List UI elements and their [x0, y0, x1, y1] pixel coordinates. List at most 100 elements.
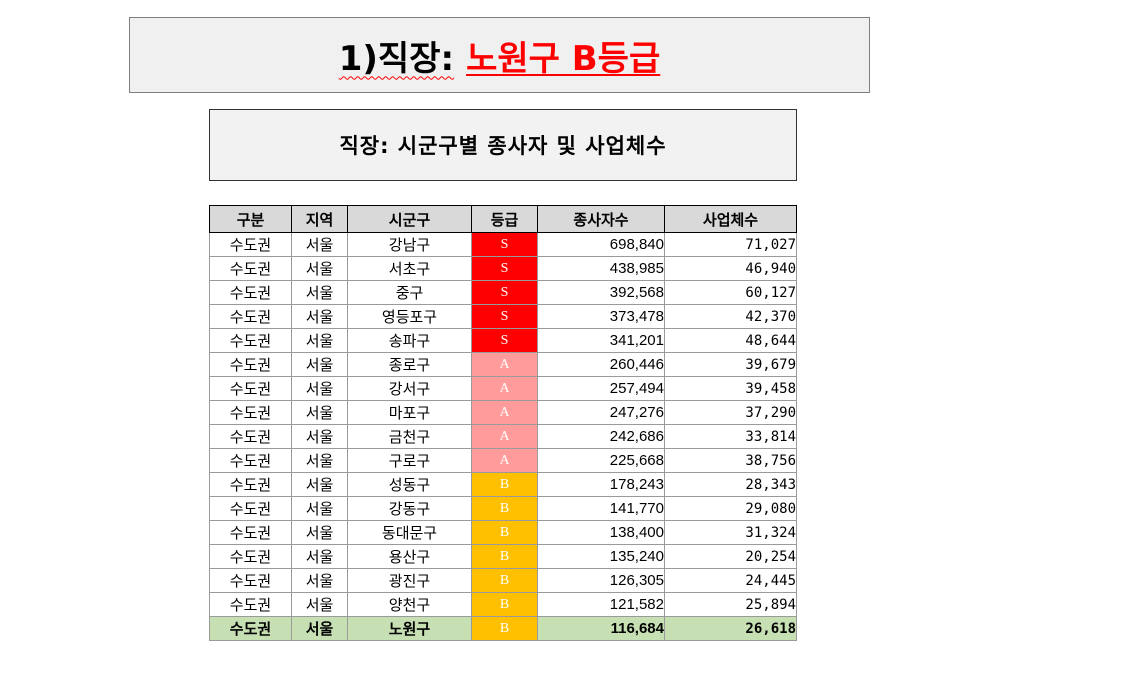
- grade-badge: S: [471, 280, 538, 305]
- grade-badge: B: [471, 592, 538, 617]
- city-cell: 서울: [291, 544, 348, 569]
- grade-badge: S: [471, 256, 538, 281]
- city-cell: 서울: [291, 400, 348, 425]
- city-cell: 서울: [291, 328, 348, 353]
- businesses-cell: 28,343: [664, 472, 797, 497]
- district-cell: 영등포구: [347, 304, 472, 329]
- table-row: 수도권 서울 서초구 S 438,985 46,940: [209, 256, 797, 281]
- district-cell: 중구: [347, 280, 472, 305]
- city-cell: 서울: [291, 592, 348, 617]
- grade-badge: B: [471, 616, 538, 641]
- column-header: 사업체수: [664, 205, 797, 233]
- region-group-cell: 수도권: [209, 256, 292, 281]
- employees-cell: 260,446: [537, 352, 665, 377]
- district-cell: 양천구: [347, 592, 472, 617]
- businesses-cell: 42,370: [664, 304, 797, 329]
- businesses-cell: 20,254: [664, 544, 797, 569]
- employees-cell: 135,240: [537, 544, 665, 569]
- column-header: 시군구: [347, 205, 472, 233]
- page-title-box: 1)직장: 노원구 B등급: [129, 17, 870, 93]
- region-group-cell: 수도권: [209, 448, 292, 473]
- table-row: 수도권 서울 성동구 B 178,243 28,343: [209, 472, 797, 497]
- column-header: 지역: [291, 205, 348, 233]
- businesses-cell: 46,940: [664, 256, 797, 281]
- grade-badge: A: [471, 400, 538, 425]
- employees-cell: 698,840: [537, 232, 665, 257]
- businesses-cell: 39,679: [664, 352, 797, 377]
- grade-badge: A: [471, 448, 538, 473]
- region-group-cell: 수도권: [209, 520, 292, 545]
- city-cell: 서울: [291, 352, 348, 377]
- city-cell: 서울: [291, 520, 348, 545]
- district-cell: 강남구: [347, 232, 472, 257]
- employees-cell: 116,684: [537, 616, 665, 641]
- district-cell: 마포구: [347, 400, 472, 425]
- district-cell: 성동구: [347, 472, 472, 497]
- city-cell: 서울: [291, 472, 348, 497]
- businesses-cell: 39,458: [664, 376, 797, 401]
- employees-cell: 178,243: [537, 472, 665, 497]
- businesses-cell: 33,814: [664, 424, 797, 449]
- table-row: 수도권 서울 구로구 A 225,668 38,756: [209, 448, 797, 473]
- column-header: 등급: [471, 205, 538, 233]
- table-row: 수도권 서울 광진구 B 126,305 24,445: [209, 568, 797, 593]
- city-cell: 서울: [291, 616, 348, 641]
- grade-badge: A: [471, 424, 538, 449]
- employees-cell: 138,400: [537, 520, 665, 545]
- table-row: 수도권 서울 송파구 S 341,201 48,644: [209, 328, 797, 353]
- table-row: 수도권 서울 강남구 S 698,840 71,027: [209, 232, 797, 257]
- city-cell: 서울: [291, 496, 348, 521]
- city-cell: 서울: [291, 424, 348, 449]
- district-cell: 강동구: [347, 496, 472, 521]
- businesses-cell: 48,644: [664, 328, 797, 353]
- employees-cell: 392,568: [537, 280, 665, 305]
- city-cell: 서울: [291, 256, 348, 281]
- table-row: 수도권 서울 강서구 A 257,494 39,458: [209, 376, 797, 401]
- region-group-cell: 수도권: [209, 328, 292, 353]
- district-cell: 서초구: [347, 256, 472, 281]
- businesses-cell: 29,080: [664, 496, 797, 521]
- employees-cell: 257,494: [537, 376, 665, 401]
- employees-cell: 247,276: [537, 400, 665, 425]
- grade-badge: A: [471, 352, 538, 377]
- businesses-cell: 26,618: [664, 616, 797, 641]
- table-row: 수도권 서울 금천구 A 242,686 33,814: [209, 424, 797, 449]
- table-row: 수도권 서울 양천구 B 121,582 25,894: [209, 592, 797, 617]
- table-row: 수도권 서울 강동구 B 141,770 29,080: [209, 496, 797, 521]
- grade-badge: A: [471, 376, 538, 401]
- employees-cell: 438,985: [537, 256, 665, 281]
- district-cell: 동대문구: [347, 520, 472, 545]
- region-group-cell: 수도권: [209, 616, 292, 641]
- region-group-cell: 수도권: [209, 304, 292, 329]
- table-row: 수도권 서울 영등포구 S 373,478 42,370: [209, 304, 797, 329]
- grade-badge: B: [471, 472, 538, 497]
- businesses-cell: 60,127: [664, 280, 797, 305]
- employees-cell: 341,201: [537, 328, 665, 353]
- employees-cell: 121,582: [537, 592, 665, 617]
- businesses-cell: 38,756: [664, 448, 797, 473]
- region-group-cell: 수도권: [209, 376, 292, 401]
- table-row: 수도권 서울 마포구 A 247,276 37,290: [209, 400, 797, 425]
- region-group-cell: 수도권: [209, 544, 292, 569]
- grade-badge: S: [471, 328, 538, 353]
- table-row: 수도권 서울 종로구 A 260,446 39,679: [209, 352, 797, 377]
- region-group-cell: 수도권: [209, 424, 292, 449]
- grade-badge: S: [471, 304, 538, 329]
- businesses-cell: 24,445: [664, 568, 797, 593]
- table-row: 수도권 서울 용산구 B 135,240 20,254: [209, 544, 797, 569]
- district-cell: 용산구: [347, 544, 472, 569]
- district-cell: 금천구: [347, 424, 472, 449]
- district-cell: 광진구: [347, 568, 472, 593]
- employees-cell: 242,686: [537, 424, 665, 449]
- table-title-box: 직장: 시군구별 종사자 및 사업체수: [209, 109, 797, 181]
- column-header: 종사자수: [537, 205, 665, 233]
- region-group-cell: 수도권: [209, 472, 292, 497]
- grade-badge: S: [471, 232, 538, 257]
- city-cell: 서울: [291, 280, 348, 305]
- region-group-cell: 수도권: [209, 352, 292, 377]
- district-cell: 구로구: [347, 448, 472, 473]
- region-group-cell: 수도권: [209, 280, 292, 305]
- businesses-cell: 31,324: [664, 520, 797, 545]
- grade-badge: B: [471, 496, 538, 521]
- district-cell: 노원구: [347, 616, 472, 641]
